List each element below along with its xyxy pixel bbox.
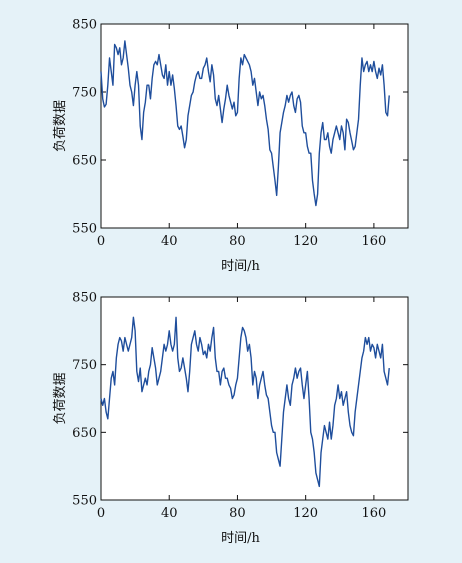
x-axis-label: 时间/h [221,531,260,546]
chart-bottom: 0 40 80 120 160 550 650 750 850 时间/h 负荷数据 [53,291,409,546]
x-axis-label: 时间/h [221,259,260,274]
plot-area [100,23,409,229]
y-axis-label: 负荷数据 [53,372,68,424]
y-tick-label: 650 [72,426,97,441]
y-tick-label: 650 [72,154,97,169]
y-tick-label: 550 [72,494,97,509]
series-line [100,316,390,488]
x-tick-label: 160 [361,234,386,249]
y-tick-label: 750 [72,358,97,373]
x-tick-label: 80 [229,506,246,521]
x-tick-label: 160 [361,506,386,521]
x-tick-label: 120 [293,234,318,249]
x-tick-label: 0 [97,234,105,249]
x-tick-label: 80 [229,234,246,249]
x-tick-label: 40 [161,506,178,521]
x-tick-label: 0 [97,506,105,521]
chart-top: 0 40 80 120 160 550 650 750 850 时间/h 负荷数据 [53,18,409,274]
y-tick-label: 850 [72,291,97,306]
y-tick-label: 750 [72,86,97,101]
y-axis-label: 负荷数据 [53,100,68,152]
y-tick-label: 850 [72,18,97,33]
y-tick-label: 550 [72,222,97,237]
plot-area [100,296,409,501]
x-tick-label: 40 [161,234,178,249]
x-tick-label: 120 [293,506,318,521]
series-line [100,40,390,207]
